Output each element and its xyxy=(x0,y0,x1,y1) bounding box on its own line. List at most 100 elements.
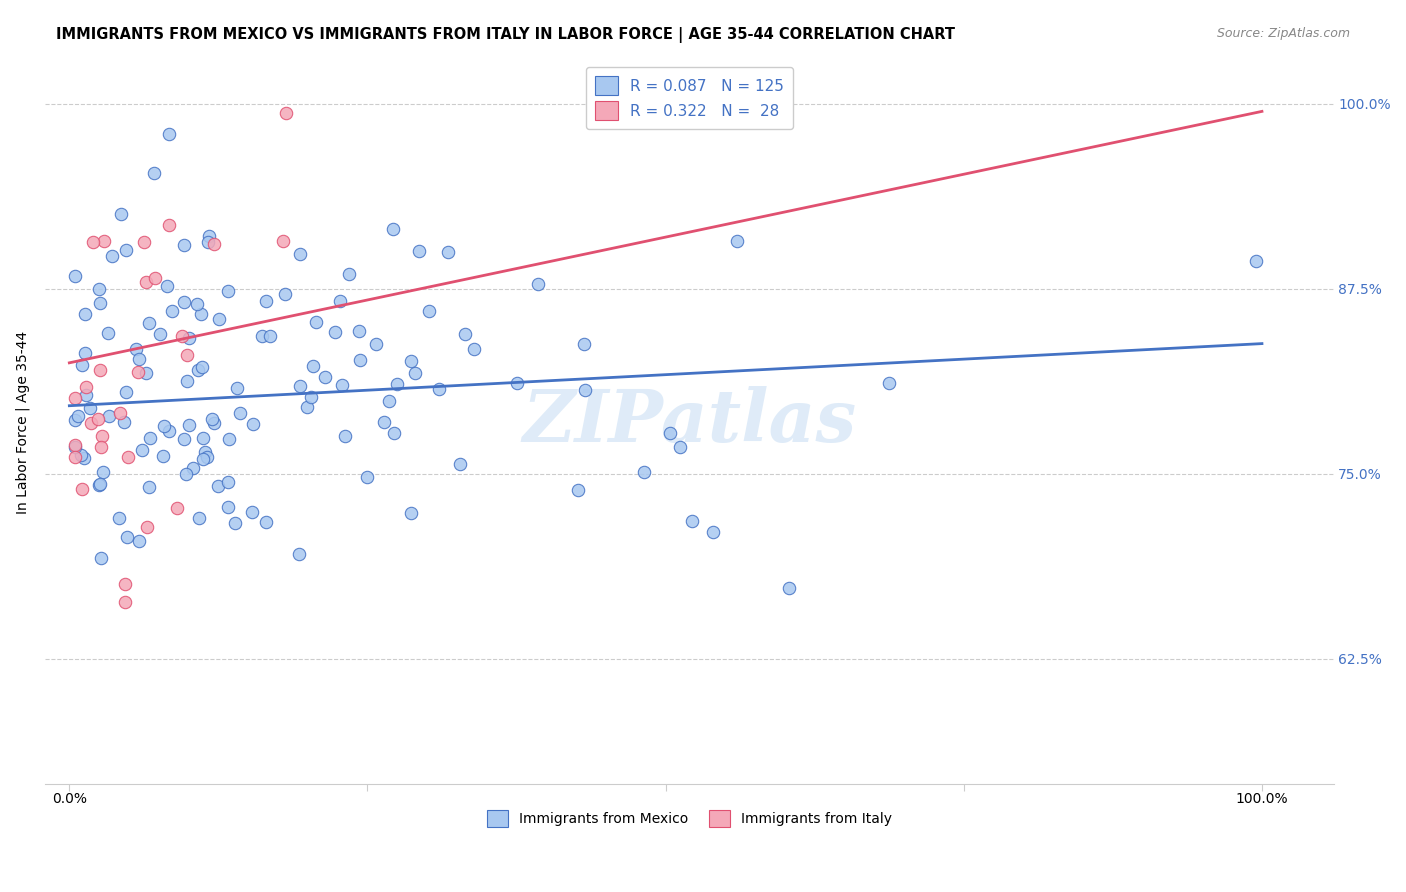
Point xyxy=(162,304,184,318)
Text: 0.0%: 0.0% xyxy=(52,792,87,805)
Point xyxy=(170,329,193,343)
Point xyxy=(191,359,214,374)
Point xyxy=(436,244,458,259)
Point xyxy=(112,416,135,430)
Point xyxy=(669,440,692,454)
Point xyxy=(179,417,201,432)
Point xyxy=(329,293,352,308)
Point xyxy=(89,295,111,310)
Point xyxy=(89,477,111,491)
Point xyxy=(176,348,198,362)
Text: IMMIGRANTS FROM MEXICO VS IMMIGRANTS FROM ITALY IN LABOR FORCE | AGE 35-44 CORRE: IMMIGRANTS FROM MEXICO VS IMMIGRANTS FRO… xyxy=(56,27,955,43)
Point xyxy=(114,577,136,591)
Point xyxy=(87,477,110,491)
Point xyxy=(299,390,322,404)
Point xyxy=(224,516,246,530)
Point xyxy=(240,505,263,519)
Point xyxy=(302,359,325,373)
Point xyxy=(70,482,93,496)
Point xyxy=(187,363,209,377)
Point xyxy=(567,483,589,497)
Point xyxy=(127,365,149,379)
Point xyxy=(80,416,103,430)
Text: 100.0%: 100.0% xyxy=(1236,792,1288,805)
Point xyxy=(73,307,96,321)
Point xyxy=(82,235,104,249)
Point xyxy=(157,219,180,233)
Point xyxy=(702,525,724,540)
Point xyxy=(271,234,294,248)
Point xyxy=(382,425,405,440)
Point xyxy=(202,416,225,430)
Point xyxy=(681,514,703,528)
Point xyxy=(337,267,360,281)
Point xyxy=(139,431,162,445)
Point xyxy=(195,450,218,464)
Text: Source: ZipAtlas.com: Source: ZipAtlas.com xyxy=(1216,27,1350,40)
Point xyxy=(381,221,404,235)
Point xyxy=(135,275,157,289)
Point xyxy=(89,282,111,296)
Point xyxy=(65,440,87,454)
Point xyxy=(385,376,408,391)
Point xyxy=(207,479,229,493)
Point xyxy=(65,392,87,406)
Point xyxy=(506,376,529,390)
Point xyxy=(274,105,297,120)
Point xyxy=(378,394,401,409)
Point xyxy=(101,249,124,263)
Point xyxy=(181,461,204,475)
Point xyxy=(166,501,188,516)
Point xyxy=(75,388,97,402)
Y-axis label: In Labor Force | Age 35-44: In Labor Force | Age 35-44 xyxy=(15,330,30,514)
Point xyxy=(454,327,477,342)
Point xyxy=(173,432,195,446)
Point xyxy=(191,431,214,445)
Point xyxy=(186,297,208,311)
Point xyxy=(98,409,121,424)
Point xyxy=(572,337,595,351)
Point xyxy=(527,277,550,291)
Point xyxy=(91,428,114,442)
Point xyxy=(70,449,93,463)
Point xyxy=(128,534,150,549)
Point xyxy=(93,465,115,479)
Point xyxy=(114,384,136,399)
Point xyxy=(877,376,900,390)
Point xyxy=(274,287,297,301)
Point xyxy=(117,450,139,464)
Point xyxy=(173,238,195,252)
Point xyxy=(290,379,312,393)
Point xyxy=(110,206,132,220)
Point xyxy=(65,450,87,465)
Point xyxy=(574,383,596,397)
Point xyxy=(152,449,174,463)
Point xyxy=(725,234,748,248)
Point xyxy=(125,343,148,357)
Point xyxy=(90,440,112,454)
Point xyxy=(349,324,371,338)
Point xyxy=(187,510,209,524)
Point xyxy=(404,367,426,381)
Point xyxy=(366,336,388,351)
Point xyxy=(107,510,129,524)
Point xyxy=(115,531,138,545)
Point xyxy=(335,429,357,443)
Point xyxy=(356,469,378,483)
Point xyxy=(349,353,371,368)
Point xyxy=(128,352,150,367)
Point xyxy=(89,363,111,377)
Point xyxy=(201,412,224,426)
Point xyxy=(114,594,136,608)
Point xyxy=(143,271,166,285)
Point xyxy=(65,413,87,427)
Point xyxy=(79,401,101,415)
Point xyxy=(149,326,172,341)
Point xyxy=(217,500,239,515)
Point xyxy=(191,451,214,466)
Point xyxy=(373,415,395,429)
Point xyxy=(305,315,328,329)
Point xyxy=(288,247,311,261)
Point xyxy=(399,506,422,520)
Point xyxy=(156,278,179,293)
